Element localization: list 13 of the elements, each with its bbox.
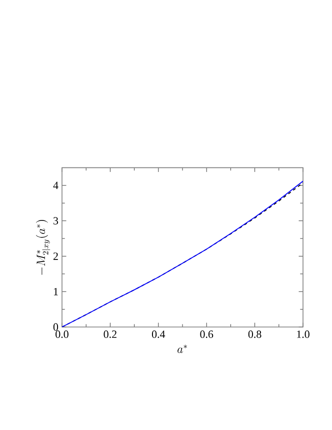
y-tick-label: 3: [54, 217, 58, 224]
x-tick-label: 0.2: [104, 330, 116, 338]
x-tick-label: 0.6: [200, 330, 214, 338]
y-tick-label: 0: [53, 323, 58, 331]
x-tick-label: 0.4: [152, 330, 166, 338]
x-tick-label: 0.8: [248, 330, 262, 338]
y-tick-label: 1: [54, 288, 58, 296]
x-axis-title: $a^{*}$: [178, 344, 187, 353]
y-tick-label: 2: [53, 252, 58, 260]
y-axis-title: $-M^{*}_{2|xy}(a^{*})$: [36, 220, 50, 275]
x-tick-label: 0.0: [56, 330, 68, 338]
y-tick-label: 4: [53, 182, 58, 190]
x-tick-label: 1.0: [297, 330, 310, 338]
